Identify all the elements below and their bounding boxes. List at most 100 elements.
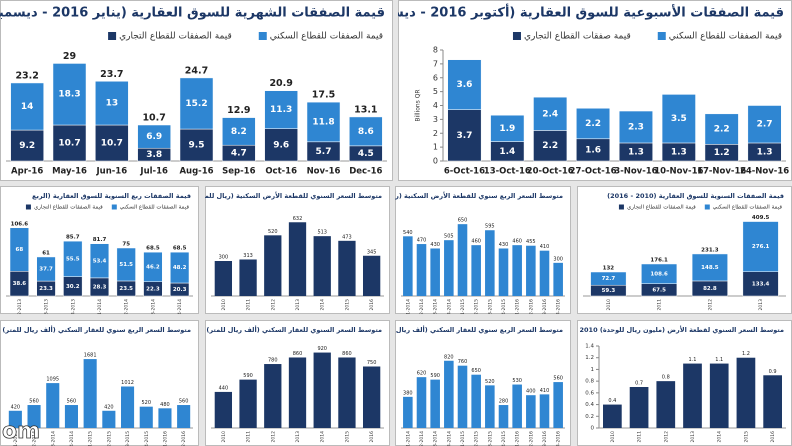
legend-label: قيمة الصفقات للقطاع التجاري: [627, 205, 696, 211]
segment-label: 1.3: [628, 147, 644, 157]
total-label: 12.9: [227, 105, 250, 116]
x-tick-label: Q3-2013: [44, 299, 50, 319]
bar-segment: [641, 263, 678, 284]
x-tick-label: Q1-2015: [460, 431, 466, 446]
total-label: 23.7: [100, 69, 123, 80]
bar: [239, 379, 257, 428]
bar: [430, 379, 440, 428]
value-label: 780: [268, 358, 278, 364]
x-tick-label: Q1-2016: [515, 299, 521, 319]
x-tick-label: Q3-2015: [125, 431, 131, 446]
value-label: 590: [430, 373, 440, 379]
bar: [403, 236, 413, 296]
value-label: 420: [11, 404, 21, 410]
value-label: 410: [540, 388, 550, 394]
chart-title: قيمة الصفقات ربع السنوية للسوق العقارية …: [32, 192, 191, 200]
value-label: 460: [471, 239, 481, 245]
chart-panel: متوسط السعر الربع سنوي للقطعة الأرض السك…: [395, 186, 571, 319]
x-tick-label: Q1-2015: [88, 431, 94, 446]
bar-segment: [533, 130, 568, 162]
bar: [338, 357, 356, 428]
bar: [102, 410, 116, 428]
value-label: 470: [417, 238, 427, 244]
x-tick-label: Aug-16: [179, 167, 213, 177]
segment-label: 67.5: [652, 287, 666, 293]
bar: [485, 385, 495, 428]
value-label: 505: [444, 234, 454, 240]
bar: [64, 405, 78, 428]
bar: [288, 222, 307, 296]
bar: [709, 363, 729, 428]
x-tick-label: Q3-2016: [542, 431, 548, 446]
legend-swatch: [618, 204, 624, 210]
chart-title: متوسط السعر السنوي للعقار السكني (ألف ري…: [161, 325, 382, 334]
x-tick-label: Q2-2014: [419, 431, 425, 446]
bar-segment: [52, 124, 87, 162]
x-tick-label: Q4-2015: [501, 299, 507, 319]
segment-label: 46.2: [146, 264, 160, 270]
bar-segment: [590, 271, 627, 286]
bar: [471, 245, 481, 296]
value-label: 560: [67, 399, 77, 405]
legend-label: قيمة صفقات القطاع التجاري: [524, 32, 631, 42]
value-label: 530: [512, 378, 522, 384]
chart-title: قيمة الصفقات الأسبوعية للسوق العقارية (أ…: [322, 4, 784, 21]
value-label: 620: [417, 371, 427, 377]
x-tick-label: Q2-2013: [17, 299, 23, 319]
x-tick-label: 2014: [717, 431, 723, 443]
bar: [603, 404, 622, 428]
value-label: 860: [293, 351, 303, 357]
bar-segment: [490, 114, 525, 142]
value-label: 473: [342, 234, 352, 240]
legend-swatch: [258, 32, 267, 40]
value-label: 280: [499, 399, 509, 405]
bar-segment: [447, 109, 482, 162]
bar: [629, 387, 649, 428]
x-tick-label: Q3-2015: [487, 299, 493, 319]
bar: [526, 395, 536, 428]
value-label: 420: [104, 404, 114, 410]
legend-swatch: [111, 204, 117, 210]
bar: [471, 374, 481, 428]
value-label: 410: [540, 244, 550, 250]
x-tick-label: 2010: [221, 299, 227, 311]
bar-segment: [742, 221, 779, 272]
bar: [313, 352, 331, 428]
x-tick-label: Q2-2016: [181, 431, 187, 446]
x-tick-label: Q2-2014: [124, 299, 130, 319]
value-label: 920: [317, 346, 327, 352]
bar-segment: [306, 101, 341, 143]
x-tick-label: 2012: [707, 299, 713, 311]
bar-segment: [742, 271, 779, 297]
x-tick-label: Q4-2016: [556, 431, 562, 446]
value-label: 650: [458, 218, 468, 224]
bar: [430, 248, 440, 296]
bar-segment: [661, 94, 696, 144]
bar: [338, 240, 356, 296]
value-label: 455: [526, 239, 536, 245]
total-label: 81.7: [93, 237, 107, 243]
x-tick-label: Q3-2014: [433, 431, 439, 446]
value-label: 520: [268, 229, 278, 235]
x-tick-label: Q4-2016: [556, 299, 562, 319]
legend-label: قيمة الصفقات للقطاع السكني: [713, 204, 783, 211]
total-label: 75: [122, 242, 130, 248]
x-tick-label: 2012: [270, 299, 276, 311]
bar: [214, 261, 233, 296]
segment-label: 4.5: [358, 149, 374, 159]
segment-label: 11.8: [312, 117, 334, 127]
x-tick-label: 17-Nov-16: [697, 167, 746, 177]
x-tick-label: Q4-2015: [144, 431, 150, 446]
segment-label: 9.2: [19, 141, 35, 151]
chart-panel: متوسط السعر الربع سنوي للعقار السكني (أل…: [395, 320, 571, 446]
y-tick-label: 0: [433, 157, 438, 166]
total-label: 132: [603, 266, 615, 272]
value-label: 860: [342, 351, 352, 357]
x-tick-label: Q2-2016: [528, 299, 534, 319]
y-tick-label: 7: [433, 59, 438, 68]
bar: [683, 363, 702, 428]
x-tick-label: Q1-2015: [460, 299, 466, 319]
y-tick-label: 1.2: [585, 355, 594, 361]
